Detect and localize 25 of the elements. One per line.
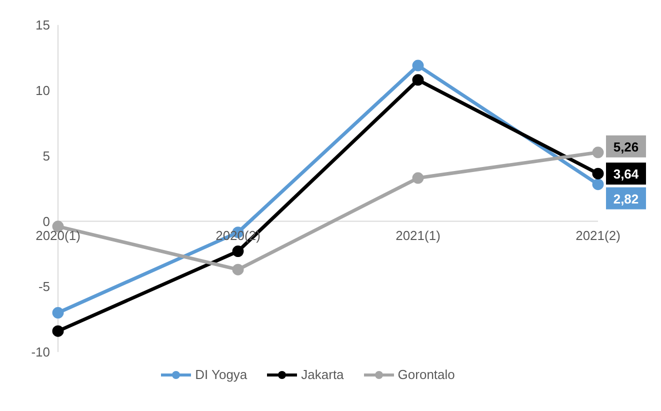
legend-label: DI Yogya xyxy=(194,367,248,382)
x-tick-label: 2021(1) xyxy=(396,228,440,243)
legend-label: Gorontalo xyxy=(396,367,455,382)
data-label: 2,82 xyxy=(613,191,639,206)
data-label: 3,64 xyxy=(613,166,640,182)
y-tick-label: 0 xyxy=(42,214,50,229)
point xyxy=(52,307,64,319)
y-tick-label: -5 xyxy=(38,279,50,294)
x-tick-label: 2021(2) xyxy=(576,228,620,243)
point xyxy=(412,60,424,72)
y-tick-label: 10 xyxy=(36,83,50,98)
point xyxy=(592,168,604,180)
point xyxy=(592,146,604,158)
x-tick-label: 2020(1) xyxy=(36,228,80,243)
point xyxy=(592,178,604,190)
data-label: 5,26 xyxy=(613,139,639,154)
point xyxy=(232,264,244,276)
y-tick-label: -10 xyxy=(31,344,50,360)
legend-label: Jakarta xyxy=(300,367,344,382)
point xyxy=(232,246,244,258)
y-tick-label: 15 xyxy=(36,18,50,33)
point xyxy=(412,172,424,184)
point xyxy=(52,325,64,337)
y-tick-label: 5 xyxy=(42,148,50,164)
point xyxy=(412,74,424,86)
